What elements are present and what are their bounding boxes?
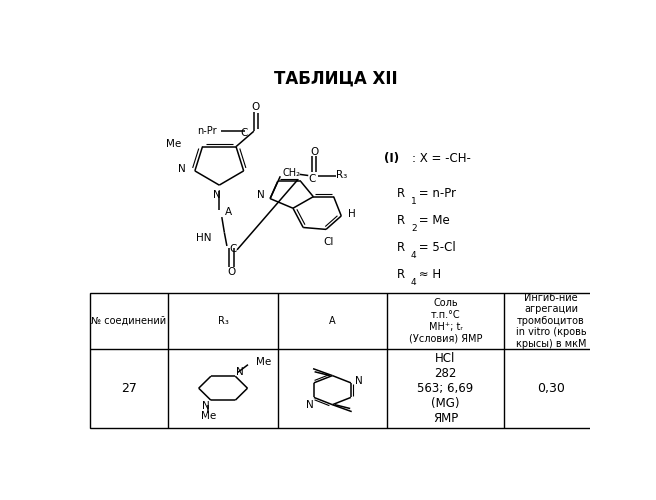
Text: HCl
282
563; 6,69
(MG)
ЯМР: HCl 282 563; 6,69 (MG) ЯМР xyxy=(417,352,474,424)
Text: ≈ H: ≈ H xyxy=(415,268,441,281)
Text: № соединений: № соединений xyxy=(91,316,167,326)
Text: = Me: = Me xyxy=(415,214,450,227)
Text: 27: 27 xyxy=(121,382,137,394)
Text: N: N xyxy=(306,400,314,410)
Text: A: A xyxy=(225,207,232,217)
Text: R: R xyxy=(397,187,405,200)
Text: N: N xyxy=(213,190,220,200)
Text: Me: Me xyxy=(166,138,181,148)
Text: CH₂: CH₂ xyxy=(283,168,300,178)
Text: R: R xyxy=(397,241,405,254)
Text: N: N xyxy=(202,401,210,411)
Text: 4: 4 xyxy=(411,278,417,286)
Text: HN: HN xyxy=(196,234,212,243)
Text: 0,30: 0,30 xyxy=(537,382,565,394)
Text: (I): (I) xyxy=(384,152,400,166)
Text: R: R xyxy=(397,214,405,227)
Text: C: C xyxy=(308,174,316,184)
Text: O: O xyxy=(251,102,260,112)
Text: C: C xyxy=(240,128,248,138)
Text: N: N xyxy=(257,190,265,200)
Text: N: N xyxy=(178,164,186,174)
Text: Cl: Cl xyxy=(323,236,334,246)
Text: Соль
т.п.°C
MH⁺; tᵣ
(Условия) ЯМР: Соль т.п.°C MH⁺; tᵣ (Условия) ЯМР xyxy=(409,298,482,343)
Text: 4: 4 xyxy=(411,250,417,260)
Text: = 5-Cl: = 5-Cl xyxy=(415,241,456,254)
Text: ТАБЛИЦА XII: ТАБЛИЦА XII xyxy=(274,70,398,87)
Text: O: O xyxy=(228,267,236,277)
Bar xyxy=(90,293,598,428)
Text: R₃: R₃ xyxy=(336,170,347,180)
Text: = n-Pr: = n-Pr xyxy=(415,187,456,200)
Text: H: H xyxy=(348,209,356,219)
Text: : X = -CH-: : X = -CH- xyxy=(413,152,471,166)
Text: O: O xyxy=(310,146,318,156)
Text: R: R xyxy=(397,268,405,281)
Text: Me: Me xyxy=(256,356,271,366)
Text: N: N xyxy=(355,376,363,386)
Text: C: C xyxy=(230,244,237,254)
Text: N: N xyxy=(237,366,244,376)
Text: n-Pr: n-Pr xyxy=(197,126,216,136)
Text: R₃: R₃ xyxy=(218,316,228,326)
Text: 1: 1 xyxy=(411,196,417,205)
Text: 2: 2 xyxy=(411,224,417,232)
Text: A: A xyxy=(329,316,336,326)
Text: Ингиб-ние
агрегации
тромбоцитов
in vitro (кровь
крысы) в мкМ: Ингиб-ние агрегации тромбоцитов in vitro… xyxy=(516,292,586,349)
Text: Me: Me xyxy=(201,412,216,422)
